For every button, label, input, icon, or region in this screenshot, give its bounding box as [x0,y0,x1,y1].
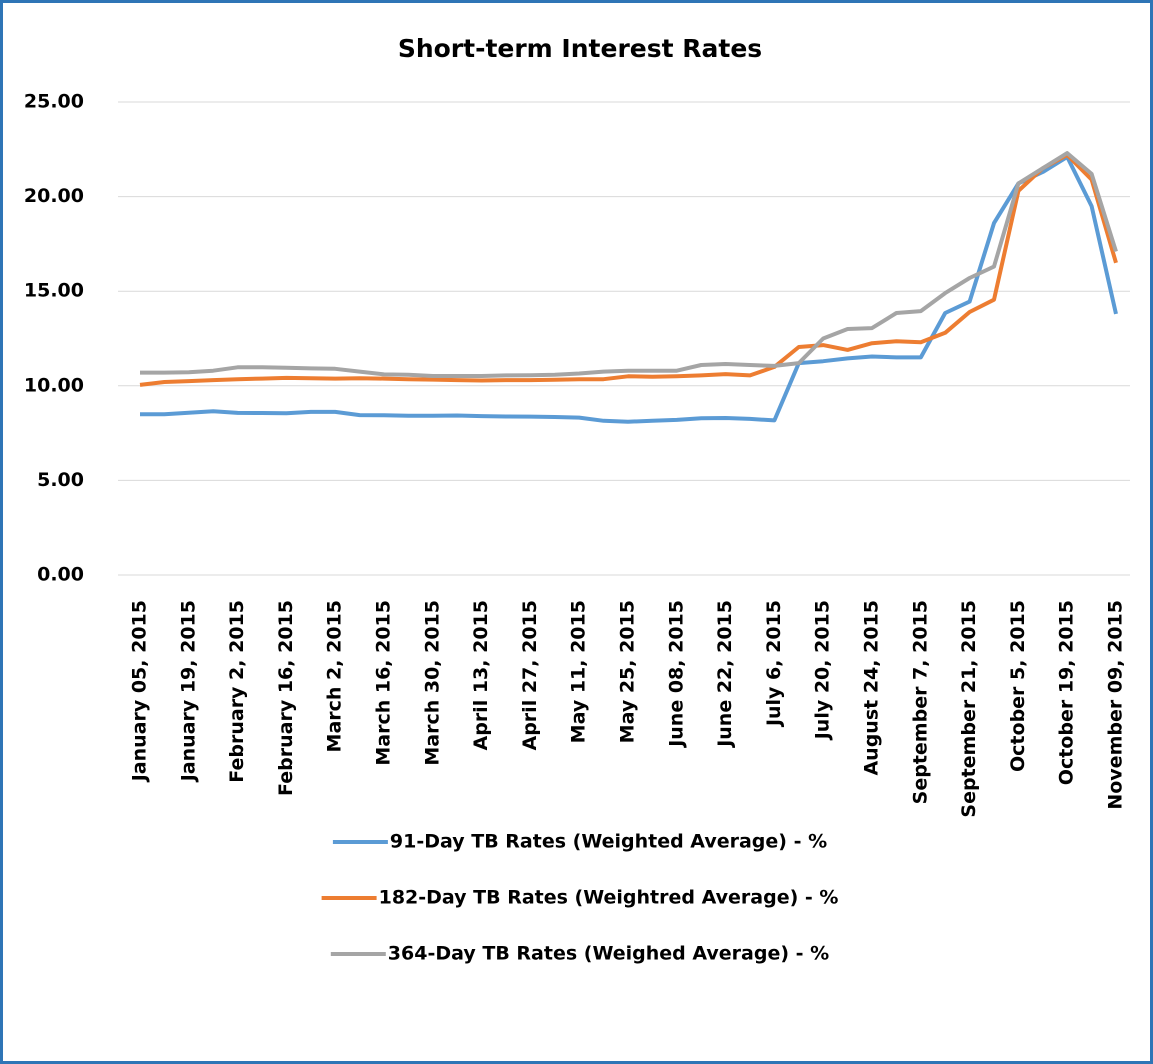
x-tick-label: April 13, 2015 [470,600,492,750]
x-tick-label: September 21, 2015 [958,600,980,818]
x-tick-label: February 16, 2015 [275,600,297,796]
legend-item: 182-Day TB Rates (Weightred Average) - % [321,887,839,909]
legend-item: 91-Day TB Rates (Weighted Average) - % [332,831,827,853]
x-tick-label: July 6, 2015 [763,600,785,728]
x-tick-label: June 08, 2015 [665,600,687,749]
legend-item: 364-Day TB Rates (Weighed Average) - % [330,943,829,965]
x-tick-label: November 09, 2015 [1105,600,1127,810]
x-tick-label: January 05, 2015 [129,600,151,783]
legend-label: 182-Day TB Rates (Weightred Average) - % [379,887,839,909]
y-tick-label: 15.00 [24,280,84,302]
y-tick-label: 5.00 [37,469,84,491]
x-tick-label: March 30, 2015 [421,600,443,766]
series-line [140,154,1118,424]
x-tick-label: March 2, 2015 [324,600,346,752]
x-tick-label: October 19, 2015 [1056,600,1078,785]
x-tick-label: May 11, 2015 [568,600,590,743]
x-tick-label: July 20, 2015 [812,600,834,741]
x-tick-label: April 27, 2015 [519,600,541,750]
y-tick-label: 10.00 [24,374,84,396]
x-tick-label: February 2, 2015 [226,600,248,783]
x-tick-label: May 25, 2015 [617,600,639,743]
legend-label: 364-Day TB Rates (Weighed Average) - % [388,943,829,965]
legend-label: 91-Day TB Rates (Weighted Average) - % [390,831,827,853]
y-tick-label: 0.00 [37,564,84,586]
x-tick-label: January 19, 2015 [177,600,199,783]
chart-title: Short-term Interest Rates [398,34,762,63]
y-tick-label: 20.00 [24,185,84,207]
x-tick-label: March 16, 2015 [373,600,395,766]
series-line [139,153,1118,387]
x-tick-label: September 7, 2015 [909,600,931,804]
x-tick-label: August 24, 2015 [861,600,883,776]
x-tick-label: June 22, 2015 [714,600,736,749]
series-line [140,151,1118,378]
y-tick-label: 25.00 [24,91,84,113]
x-tick-label: October 5, 2015 [1007,600,1029,772]
